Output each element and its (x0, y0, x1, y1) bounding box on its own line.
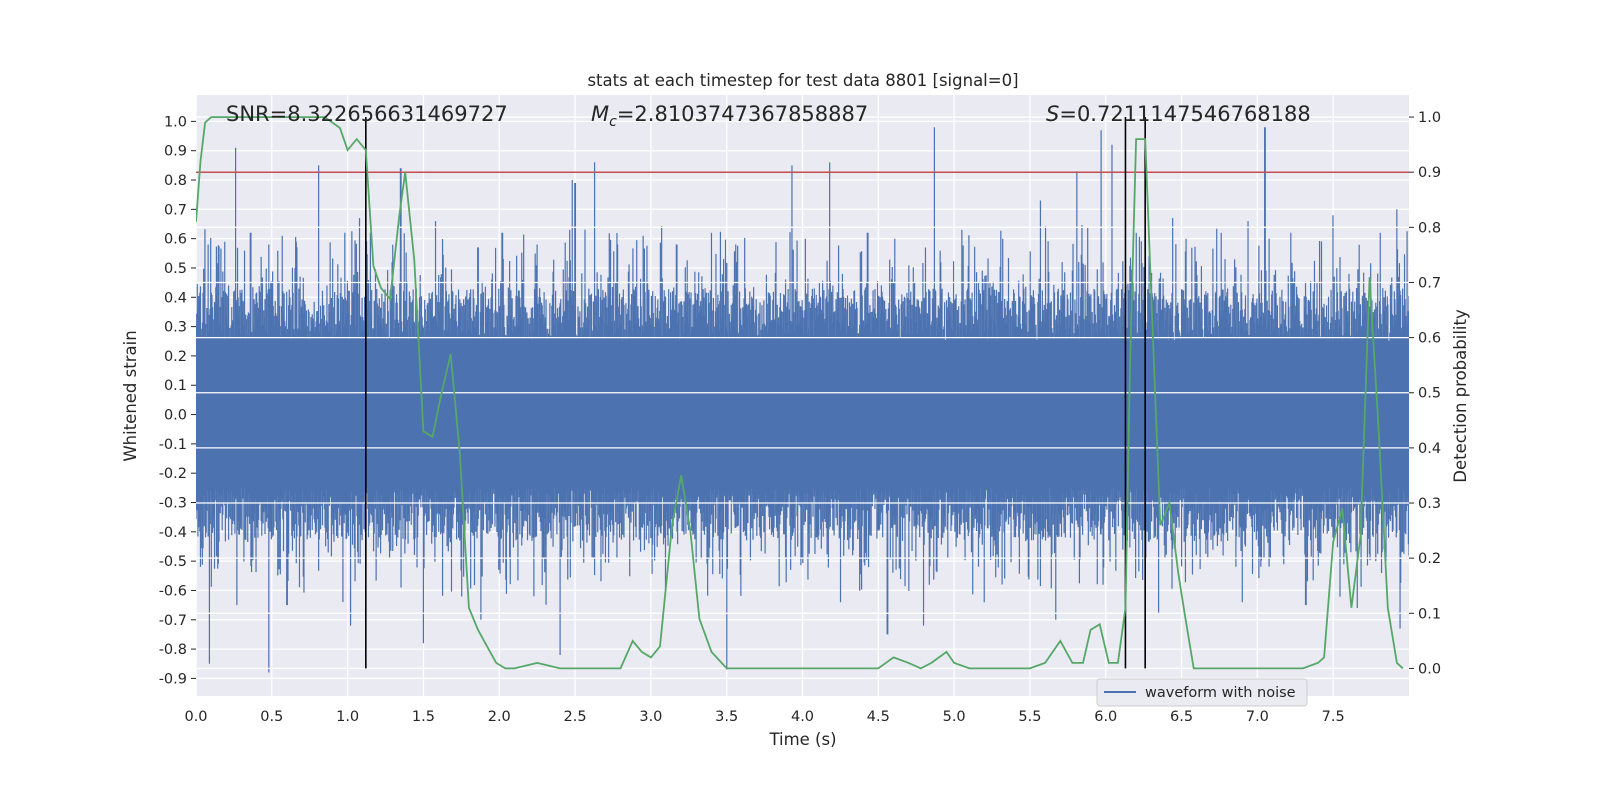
chirp-mass-symbol: M (591, 102, 609, 126)
legend: waveform with noise (1096, 678, 1308, 707)
y-tick-label: -0.4 (159, 525, 187, 541)
chirp-mass-annotation: Mc=2.8103747367858887 (591, 102, 868, 130)
x-tick-label: 6.5 (1170, 709, 1193, 725)
x-axis-label: Time (s) (768, 730, 836, 749)
y-tick-label: -0.8 (159, 642, 187, 658)
x-axis-ticks: 0.0 0.5 1.0 1.5 2.0 2.5 3.0 3.5 4.0 4.5 5.0 5.5 6.0 6… (184, 709, 1344, 725)
y2-tick-label: 0.9 (1418, 165, 1441, 181)
y2-tick-label: 0.3 (1418, 496, 1441, 512)
x-tick-label: 0.0 (184, 709, 207, 725)
x-tick-label: 7.5 (1322, 709, 1345, 725)
x-tick-label: 6.0 (1094, 709, 1117, 725)
y-axis-ticks: 1.0 0.9 0.8 0.7 0.6 0.5 0.4 0.3 0.2 0.1 0.0 -0.1 -0.… (159, 114, 196, 687)
chart-title: stats at each timestep for test data 880… (587, 71, 1018, 90)
y-tick-label: 0.5 (164, 261, 187, 277)
s-annotation: S=0.7211147546768188 (1046, 102, 1311, 126)
s-value: =0.7211147546768188 (1059, 102, 1310, 126)
s-symbol: S (1046, 102, 1059, 126)
y-tick-label: 0.1 (164, 378, 187, 394)
y-tick-label: -0.1 (159, 437, 187, 453)
x-tick-label: 5.0 (943, 709, 966, 725)
y2-tick-label: 0.6 (1418, 331, 1441, 347)
y-tick-label: -0.7 (159, 613, 187, 629)
y-tick-label: 0.2 (164, 349, 187, 365)
y2-axis-label: Detection probability (1451, 309, 1470, 483)
x-tick-label: 5.5 (1018, 709, 1041, 725)
y-tick-label: 0.6 (164, 232, 187, 248)
x-tick-label: 3.0 (639, 709, 662, 725)
x-tick-label: 1.0 (336, 709, 359, 725)
y2-tick-label: 0.7 (1418, 275, 1441, 291)
x-tick-label: 2.0 (488, 709, 511, 725)
y-tick-label: -0.2 (159, 466, 187, 482)
probability-series-line (196, 116, 1404, 670)
waveform-core-band (196, 341, 1409, 488)
legend-label: waveform with noise (1145, 685, 1296, 701)
x-tick-label: 1.5 (412, 709, 435, 725)
chirp-mass-subscript: c (609, 114, 617, 130)
y-tick-label: 0.4 (164, 290, 187, 306)
y2-tick-label: 0.4 (1418, 441, 1441, 457)
x-tick-label: 4.0 (791, 709, 814, 725)
y2-tick-label: 0.0 (1418, 661, 1441, 677)
y-tick-label: 1.0 (164, 114, 187, 130)
y2-tick-label: 1.0 (1418, 110, 1441, 126)
chirp-mass-value: =2.8103747367858887 (617, 102, 868, 126)
y-tick-label: -0.9 (159, 671, 187, 687)
x-tick-label: 7.0 (1246, 709, 1269, 725)
y-tick-label: -0.3 (159, 496, 187, 512)
y2-tick-label: 0.2 (1418, 551, 1441, 567)
y-tick-label: 0.9 (164, 144, 187, 160)
waveform-series (196, 127, 1409, 673)
y2-tick-label: 0.5 (1418, 386, 1441, 402)
x-tick-label: 3.5 (715, 709, 738, 725)
y-tick-label: -0.5 (159, 554, 187, 570)
y-tick-label: -0.6 (159, 583, 187, 599)
y-tick-label: 0.0 (164, 408, 187, 424)
y2-axis-ticks: 0.0 0.1 0.2 0.3 0.4 0.5 0.6 0.7 0.8 0.9 1.0 (1409, 110, 1441, 677)
y2-tick-label: 0.1 (1418, 606, 1441, 622)
snr-annotation: SNR=8.322656631469727 (226, 102, 508, 126)
x-tick-label: 2.5 (564, 709, 587, 725)
x-tick-label: 4.5 (867, 709, 890, 725)
x-tick-label: 0.5 (260, 709, 283, 725)
y-tick-label: 0.7 (164, 202, 187, 218)
y-tick-label: 0.3 (164, 320, 187, 336)
y-tick-label: 0.8 (164, 173, 187, 189)
legend-box (1096, 678, 1308, 707)
y-axis-label: Whitened strain (121, 330, 140, 461)
y2-tick-label: 0.8 (1418, 220, 1441, 236)
